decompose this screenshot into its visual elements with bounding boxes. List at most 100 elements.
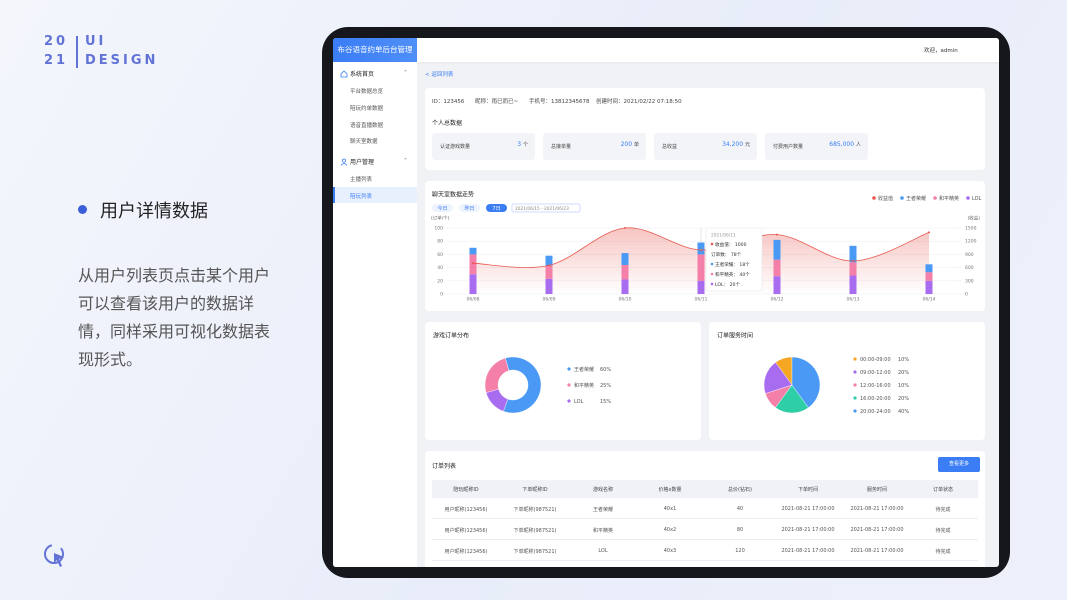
- table-cell: 2021-08-21 17:00:00: [850, 527, 904, 533]
- date-box[interactable]: [511, 203, 581, 213]
- chart-title: 聊天室数据走势: [432, 191, 474, 199]
- line-point: [776, 233, 778, 236]
- tooltip-row: 王者荣耀： 18个: [715, 261, 750, 268]
- legend-swatch: [853, 357, 857, 361]
- x-tick-label: 06/08: [467, 297, 480, 303]
- divider: [76, 36, 78, 68]
- year-top: 20: [44, 34, 69, 49]
- table-cell: 下单昵称(987521): [513, 528, 557, 534]
- stat-label: 认证游戏数量: [440, 144, 471, 150]
- menu-group[interactable]: 系统首页: [350, 71, 375, 78]
- legend-label: 王者荣耀: [906, 195, 926, 202]
- label-bottom: DESIGN: [85, 53, 159, 68]
- filter-label[interactable]: 7日: [492, 206, 500, 212]
- profile-field: ID：123456: [432, 99, 465, 105]
- legend-value: 60%: [600, 367, 611, 373]
- cursor-icon: [44, 544, 64, 567]
- x-tick-label: 06/13: [847, 297, 860, 303]
- chart-title: 游戏订单分布: [433, 332, 469, 340]
- table-cell: 下单昵称(987521): [513, 507, 557, 513]
- table-cell: 40x1: [663, 506, 677, 512]
- table-cell: 待完成: [935, 507, 951, 513]
- bar-segment: [697, 254, 705, 281]
- line-point: [548, 264, 550, 267]
- tooltip-swatch: [710, 242, 714, 246]
- stat-label: 总接单量: [551, 144, 572, 150]
- active-row: [333, 187, 417, 203]
- y2-tick-label: 300: [965, 278, 974, 284]
- stat-value-group: 3 个: [492, 141, 528, 148]
- y-tick-label: 80: [437, 239, 443, 245]
- x-tick-label: 06/12: [771, 297, 784, 303]
- table-cell: 2021-08-21 17:00:00: [781, 506, 835, 512]
- user-menu[interactable]: 欢迎，admin: [924, 48, 958, 54]
- stat-card: 总收益 34,200 元: [654, 133, 757, 160]
- filter-pill[interactable]: [486, 204, 507, 212]
- menu-item[interactable]: 聊天室数据: [350, 139, 378, 146]
- date-range[interactable]: 2021/06/15 - 2021/06/23: [515, 206, 569, 212]
- line-point: [624, 227, 626, 229]
- bar-segment: [849, 245, 857, 263]
- stat-label: 付费用户数量: [773, 144, 804, 150]
- menu-item[interactable]: 陪玩列表: [350, 194, 373, 200]
- menu-item[interactable]: 陪玩约单数据: [350, 105, 384, 112]
- more-button[interactable]: 查看更多: [938, 457, 980, 472]
- tooltip-title: 2021/06/11: [711, 233, 736, 239]
- back-link[interactable]: < 返回列表: [425, 70, 453, 78]
- bullet: [78, 205, 87, 214]
- table-cell: 2021-08-21 17:00:00: [781, 527, 835, 533]
- filter-pill[interactable]: [459, 204, 480, 212]
- pie-slice: [484, 357, 510, 393]
- stat-value: 685,000: [829, 141, 855, 148]
- y2-tick-label: 900: [965, 252, 974, 258]
- back-text: 返回列表: [431, 72, 454, 78]
- filter-label[interactable]: 昨日: [464, 205, 474, 212]
- legend-swatch: [567, 367, 571, 371]
- y2-tick-label: 1200: [965, 239, 977, 245]
- legend-swatch: [853, 396, 857, 400]
- table-cell: 2021-08-21 17:00:00: [850, 506, 904, 512]
- time-pie-card: 订单服务时间 00:00-09:00 10% 09:00-12:00 20% 12:00-…: [709, 322, 985, 440]
- menu-item[interactable]: 主播列表: [350, 177, 373, 184]
- x-tick-label: 06/09: [543, 297, 556, 303]
- legend-swatch: [853, 383, 857, 387]
- x-tick-label: 06/10: [619, 297, 632, 303]
- tooltip-row: 和平精英： 40个: [715, 271, 750, 278]
- tooltip-swatch: [710, 272, 714, 276]
- legend-label: 00:00-09:00: [860, 357, 891, 363]
- column-header: 陪玩昵称ID: [453, 487, 479, 493]
- legend-label: 王者荣耀: [574, 366, 594, 373]
- table-cell: 2021-08-21 17:00:00: [850, 548, 904, 554]
- legend-label: 16:00-20:00: [860, 396, 891, 402]
- y-tick-label: 0: [440, 292, 443, 298]
- row-divider: [432, 539, 978, 540]
- stat-value: 34,200: [722, 141, 744, 148]
- tooltip-swatch: [710, 282, 714, 286]
- menu-item[interactable]: 平台数据总览: [350, 89, 384, 95]
- table-cell: 用户昵称(123456): [444, 507, 488, 513]
- legend-swatch: [853, 370, 857, 374]
- order-table-card: 订单列表 查看更多 陪玩昵称ID 下单昵称ID 游戏名称 价格x数量 总价(钻石) 下单时间 服…: [425, 451, 985, 567]
- table-cell: 待完成: [935, 528, 951, 534]
- chevron: ⌄: [403, 68, 409, 75]
- pie-slice: [775, 384, 809, 414]
- table-cell: 下单昵称(987521): [513, 549, 557, 555]
- table-cell: 120: [735, 548, 745, 554]
- bar-segment: [469, 274, 477, 294]
- menu-item[interactable]: 语音直播数据: [350, 122, 384, 129]
- stat-value-group: 34,200 元: [714, 141, 750, 148]
- pie-slice: [485, 388, 509, 412]
- legend-swatch: [900, 196, 904, 200]
- table-cell: 40x3: [663, 548, 677, 554]
- game-pie-card: 游戏订单分布 王者荣耀 60% 和平精英 25% LOL 15%: [425, 322, 701, 440]
- menu-group[interactable]: 用户管理: [350, 159, 375, 167]
- line-point: [852, 260, 854, 262]
- row-divider: [432, 518, 978, 519]
- bar-segment: [621, 264, 629, 280]
- filter-pill[interactable]: [432, 204, 453, 212]
- legend-swatch: [966, 196, 970, 200]
- topbar: [417, 38, 999, 62]
- filter-label[interactable]: 今日: [437, 205, 447, 212]
- legend-label: 12:00-16:00: [860, 383, 891, 389]
